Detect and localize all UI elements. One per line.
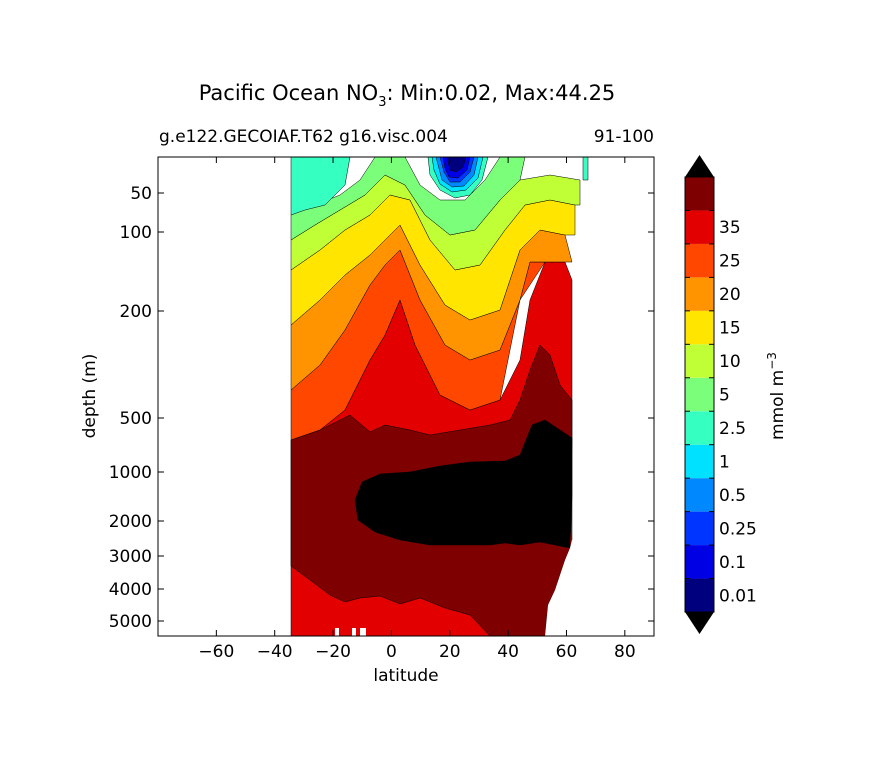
y-tick-label: 4000: [109, 580, 152, 600]
chart-title: Pacific Ocean NO3: Min:0.02, Max:44.25: [199, 81, 616, 110]
colorbar-swatch: [685, 277, 714, 311]
colorbar-tick-label: 15: [719, 319, 741, 339]
colorbar-swatch: [685, 444, 714, 479]
colorbar-tick-label: 0.01: [719, 586, 757, 606]
colorbar-swatch: [685, 210, 714, 244]
colorbar-tick-label: 1: [719, 452, 730, 472]
x-axis-label: latitude: [373, 666, 438, 686]
colorbar-label-superscript: −3: [765, 352, 779, 370]
colorbar-label: mmol m−3: [765, 352, 788, 440]
colorbar-swatch: [685, 411, 714, 445]
colorbar-tick-label: 2.5: [719, 419, 746, 439]
x-tick-label: −60: [198, 642, 234, 662]
colorbar-tick-label: 20: [719, 285, 741, 305]
y-tick-label: 3000: [109, 547, 152, 567]
colorbar-swatch: [685, 545, 714, 579]
colorbar-tick-label: 10: [719, 352, 741, 372]
contour-band-below-0.01: [446, 157, 467, 173]
contour-band-2.5-5: [290, 157, 526, 241]
x-tick-label: 40: [497, 642, 519, 662]
chart-title-subscript: 3: [378, 95, 386, 110]
colorbar-tick-label: 0.1: [719, 553, 746, 573]
colorbar-tick-label: 25: [719, 252, 741, 272]
colorbar-frame: [684, 176, 715, 613]
y-tick-label: 200: [120, 302, 152, 322]
colorbar-tick-label: 5: [719, 386, 730, 406]
seafloor-land: [545, 540, 654, 636]
y-tick-label: 1000: [109, 463, 152, 483]
x-tick-label: 80: [614, 642, 636, 662]
seafloor-gap: [335, 628, 339, 636]
colorbar-swatch: [685, 377, 714, 412]
colorbar-label-main: mmol m: [768, 370, 788, 440]
x-tick-label: 60: [556, 642, 578, 662]
contour-band-1-2.5-c: [582, 157, 589, 181]
colorbar-swatch: [685, 243, 714, 278]
colorbar-swatch: [685, 177, 714, 211]
seafloor-gap: [360, 628, 366, 636]
colorbar-tick-label: 35: [719, 218, 741, 238]
y-tick-label: 5000: [109, 612, 152, 632]
y-tick-label: 500: [120, 409, 152, 429]
contour-band-over-max: [354, 419, 573, 549]
colorbar-swatch: [685, 478, 714, 512]
x-tick-label: 20: [439, 642, 461, 662]
colorbar-over-arrow: [685, 155, 714, 177]
colorbar: 0.01 0.1 0.25 0.5 1 2.5 5 10 15 20 25 35: [684, 155, 757, 634]
colorbar-under-arrow: [685, 612, 714, 634]
colorbar-swatch: [685, 511, 714, 546]
x-axis: −60 −40 −20 0 20 40 60 80: [198, 157, 636, 662]
x-tick-label: −20: [315, 642, 351, 662]
chart-subtitle-left: g.e122.GECOIAF.T62 g16.visc.004: [159, 127, 448, 147]
colorbar-tick-label: 0.5: [719, 486, 746, 506]
y-axis-label: depth (m): [80, 354, 100, 439]
chart-title-main: Pacific Ocean NO: [199, 81, 379, 105]
contour-band-1-2.5: [290, 157, 351, 216]
chart-subtitle-right: 91-100: [594, 127, 654, 147]
x-tick-label: −40: [257, 642, 293, 662]
colorbar-swatch: [685, 344, 714, 378]
colorbar-swatch: [685, 578, 714, 612]
seafloor-gap: [352, 628, 356, 636]
axes-frame: [157, 156, 655, 637]
y-axis: 50 100 200 500 1000 2000 3000 4000 5000: [109, 184, 654, 632]
y-tick-label: 2000: [109, 512, 152, 532]
x-tick-label: 0: [386, 642, 397, 662]
y-tick-label: 50: [130, 184, 152, 204]
chart-title-suffix: : Min:0.02, Max:44.25: [386, 81, 615, 105]
contour-plot-area: [158, 157, 654, 636]
colorbar-tick-label: 0.25: [719, 519, 757, 539]
colorbar-swatch: [685, 310, 714, 345]
y-tick-label: 100: [120, 223, 152, 243]
